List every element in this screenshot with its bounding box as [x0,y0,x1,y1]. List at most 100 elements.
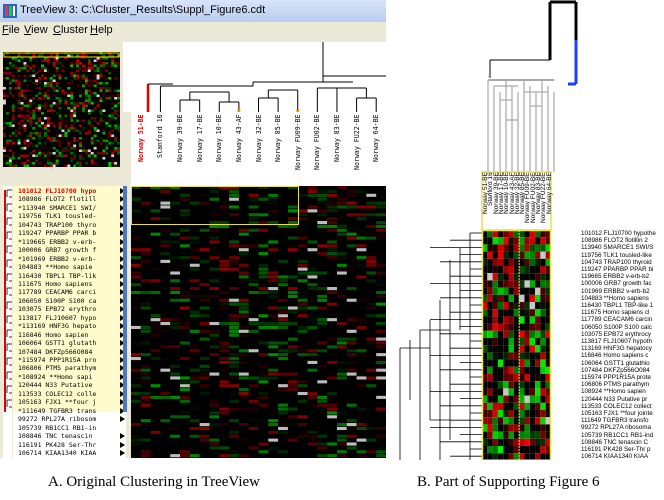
gene-label[interactable]: 106050 S100P S100 ca [18,296,97,305]
gene-label[interactable]: *108924 **Homo sapi [18,372,93,381]
expand-arrow-icon[interactable] [120,340,125,347]
expand-arrow-icon[interactable] [120,433,125,440]
figure-heat-cell [519,323,525,331]
gene-label[interactable]: *115974 PPP1R15A pro [18,356,97,364]
expand-arrow-icon[interactable] [120,230,125,237]
menu-help[interactable]: Help [90,24,113,36]
expand-arrow-icon[interactable] [120,331,125,338]
expand-arrow-icon[interactable] [120,297,125,304]
gene-label[interactable]: *101969 ERBB2 v-erb- [18,254,97,263]
array-label[interactable]: Norway 83-BE [332,114,341,162]
expand-arrow-icon[interactable] [120,365,125,372]
expand-arrow-icon[interactable] [120,416,125,423]
gene-label[interactable]: 105739 RB1CC1 RB1-in [18,423,97,432]
expand-arrow-icon[interactable] [120,188,125,194]
gene-label[interactable]: 103075 EPB72 erythro [18,305,97,314]
array-label[interactable]: Norway 32-BE [254,114,263,162]
expand-arrow-icon[interactable] [120,407,125,414]
expand-arrow-icon[interactable] [120,204,125,211]
gene-label[interactable]: 106714 KIAA1340 KIAA [18,448,97,457]
overview-cell [8,79,12,82]
gene-label[interactable]: 107484 DKFZp566O084 [18,347,93,356]
gene-label[interactable]: 113817 FLJ10607 hypo [18,313,97,322]
array-label[interactable]: Norway 39-BE [176,114,185,162]
gene-dendrogram[interactable] [3,186,12,458]
array-label[interactable]: Norway 64-BE [372,114,381,162]
heat-cell [278,411,288,415]
gene-label[interactable]: 117789 CEACAM6 carci [18,288,97,297]
window-titlebar[interactable]: TreeView 3: C:\Cluster_Results\Suppl_Fig… [0,0,386,23]
overview-cell [26,114,30,117]
expand-arrow-icon[interactable] [120,441,125,448]
expand-arrow-icon[interactable] [120,382,125,389]
expand-arrow-icon[interactable] [120,264,125,271]
expand-arrow-icon[interactable] [120,280,125,287]
gene-label[interactable]: 116846 Homo sapien [18,330,89,339]
gene-label[interactable]: 100006 GRB7 growth f [18,246,97,255]
expand-arrow-icon[interactable] [120,306,125,313]
gene-label[interactable]: 116430 TBPL1 TBP-lik [18,271,97,280]
gene-label[interactable]: 116191 PK428 Ser-Thr [18,440,97,449]
gene-label[interactable]: 105163 FJX1 **four j [18,398,97,407]
array-label[interactable]: Norway 85-BE [274,114,283,162]
overview-cell [38,107,42,110]
array-label[interactable]: Norway FU02-BE [313,114,322,170]
expand-arrow-icon[interactable] [120,390,125,397]
expand-arrow-icon[interactable] [120,357,125,363]
menu-file[interactable]: File [2,24,20,36]
overview-cell [38,79,42,82]
heat-cell [307,353,318,357]
gene-label[interactable]: 113533 COLEC12 colle [18,389,97,398]
overview-cell [114,97,118,100]
array-label[interactable]: Norway FU09-BE [293,114,302,170]
gene-label[interactable]: 99272 RPL27A ribosom [18,415,97,424]
expand-arrow-icon[interactable] [120,373,125,380]
global-overview-heatmap[interactable] [3,52,120,167]
array-dendrogram[interactable] [123,42,386,112]
expand-arrow-icon[interactable] [120,323,125,330]
array-label[interactable]: Norway 43-AF [234,114,243,162]
gene-label[interactable]: 104743 TRAP100 thyro [18,220,97,229]
heat-cell [180,298,190,302]
overview-cell [111,129,115,132]
expand-arrow-icon[interactable] [120,314,125,321]
overview-cell [70,112,74,115]
expand-arrow-icon[interactable] [120,449,125,456]
expand-arrow-icon[interactable] [120,221,125,228]
expand-arrow-icon[interactable] [120,399,125,406]
gene-label[interactable]: 106064 GSTT1 glutath [18,339,97,348]
expand-arrow-icon[interactable] [120,213,125,220]
gene-label[interactable]: 106806 PTMS parathym [18,364,97,373]
array-label[interactable]: Norway 51-BE [136,114,145,162]
gene-label[interactable]: *113940 SMARCE1 SWI/ [18,203,97,212]
gene-label[interactable]: *119665 ERBB2 v-erb- [18,237,97,246]
gene-label[interactable]: 120444 N33 Putative [18,381,93,390]
gene-selection-bar[interactable] [123,186,127,412]
expand-arrow-icon[interactable] [120,289,125,296]
array-label[interactable]: Stanford 16 [156,114,165,158]
gene-label[interactable]: 119247 PPARBP PPAR b [18,229,97,238]
expand-arrow-icon[interactable] [120,272,125,279]
array-label[interactable]: Norway 10-BE [215,114,224,162]
gene-label[interactable]: *113169 HNF3G hepato [18,322,97,331]
menu-view[interactable]: View [24,24,48,36]
expand-arrow-icon[interactable] [120,238,125,245]
heat-cell [317,287,328,291]
menu-cluster[interactable]: Cluster [53,24,88,36]
gene-label[interactable]: 104883 **Homo sapie [18,263,93,272]
zoomed-heatmap[interactable] [131,186,386,458]
gene-label[interactable]: 119756 TLK1 tousled- [18,212,97,221]
expand-arrow-icon[interactable] [120,348,125,355]
overview-cell [105,122,109,125]
gene-label[interactable]: *111649 TGFBR3 trans [18,406,97,415]
gene-label[interactable]: 101012 FLJ10700 hypo [18,187,97,195]
array-label[interactable]: Norway FU22-BE [352,114,361,170]
figure-heat-cell [503,280,509,288]
gene-label[interactable]: 108846 TNC tenascin [18,432,93,441]
expand-arrow-icon[interactable] [120,255,125,262]
array-label[interactable]: Norway 17-BE [195,114,204,162]
gene-label[interactable]: 111675 Homo sapiens [18,279,93,288]
expand-arrow-icon[interactable] [120,196,125,203]
gene-label[interactable]: 108986 FLOT2 flotill [18,195,97,204]
expand-arrow-icon[interactable] [120,247,125,254]
